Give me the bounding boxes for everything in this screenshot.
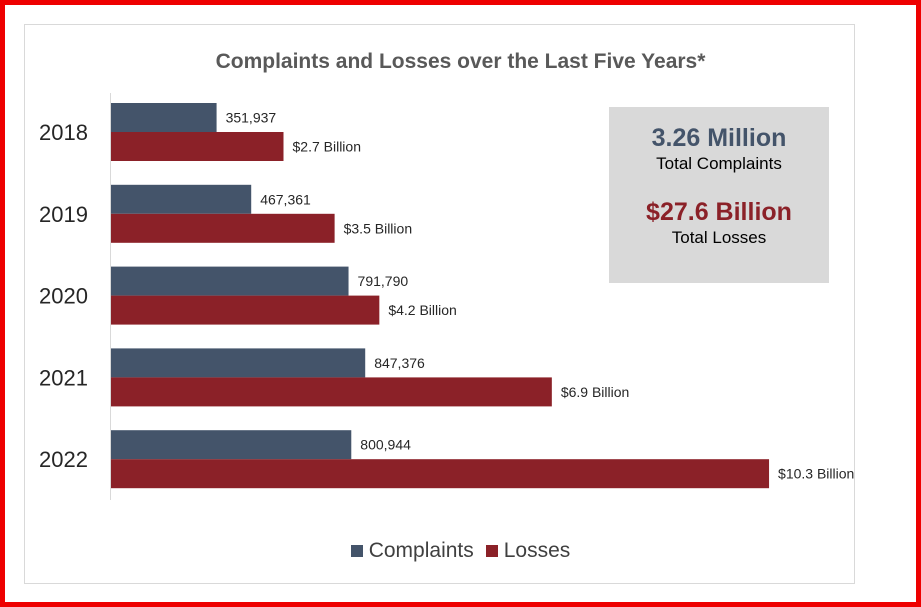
losses-bar (111, 213, 335, 243)
category-label: 2018 (39, 120, 88, 145)
complaints-bar (111, 103, 217, 132)
complaints-bar (111, 184, 252, 214)
losses-data-label: $3.5 Billion (344, 220, 413, 236)
complaints-data-label: 847,376 (374, 355, 425, 371)
category-label: 2021 (39, 365, 88, 390)
total-losses-label: Total Losses (671, 228, 767, 247)
losses-data-label: $2.7 Billion (293, 139, 362, 155)
total-complaints-value: 3.26 Million (651, 124, 787, 152)
losses-bar (111, 295, 380, 325)
losses-data-label: $10.3 Billion (778, 466, 854, 482)
legend-swatch-complaints (350, 545, 363, 557)
legend-label-losses: Losses (503, 539, 571, 562)
chart-title: Complaints and Losses over the Last Five… (215, 50, 706, 73)
legend-item-losses: Losses (485, 539, 571, 563)
complaints-data-label: 351,937 (226, 110, 277, 126)
complaints-bar (111, 430, 352, 460)
category-label: 2019 (39, 202, 88, 227)
legend-swatch-losses (485, 545, 498, 557)
complaints-data-label: 467,361 (260, 191, 311, 207)
total-complaints-label: Total Complaints (656, 154, 782, 173)
losses-bar (111, 377, 552, 407)
complaints-data-label: 800,944 (360, 437, 411, 453)
losses-bar (111, 459, 770, 489)
legend-label-complaints: Complaints (368, 539, 474, 562)
category-label: 2022 (39, 447, 88, 472)
legend-item-complaints: Complaints (350, 539, 474, 563)
summary-box: 3.26 Million Total Complaints $27.6 Bill… (609, 107, 829, 283)
complaints-data-label: 791,790 (358, 273, 409, 289)
losses-data-label: $4.2 Billion (388, 302, 457, 318)
complaints-bar (111, 348, 366, 378)
legend: Complaints Losses (0, 539, 921, 563)
losses-data-label: $6.9 Billion (561, 384, 630, 400)
losses-bar (111, 132, 284, 161)
total-losses-value: $27.6 Billion (646, 198, 792, 226)
category-label: 2020 (39, 284, 88, 309)
complaints-bar (111, 266, 349, 296)
